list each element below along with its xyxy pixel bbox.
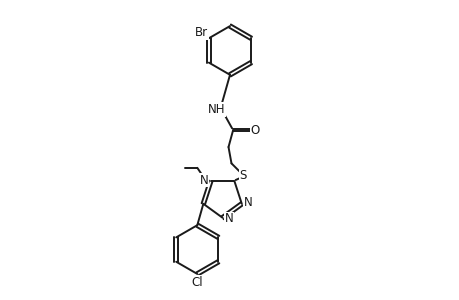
Text: NH: NH xyxy=(207,103,225,116)
Text: N: N xyxy=(199,173,208,187)
Text: Cl: Cl xyxy=(190,276,202,289)
Text: Br: Br xyxy=(195,26,207,39)
Text: S: S xyxy=(239,169,246,182)
Text: O: O xyxy=(250,124,259,137)
Text: N: N xyxy=(243,196,252,208)
Text: N: N xyxy=(224,212,233,226)
